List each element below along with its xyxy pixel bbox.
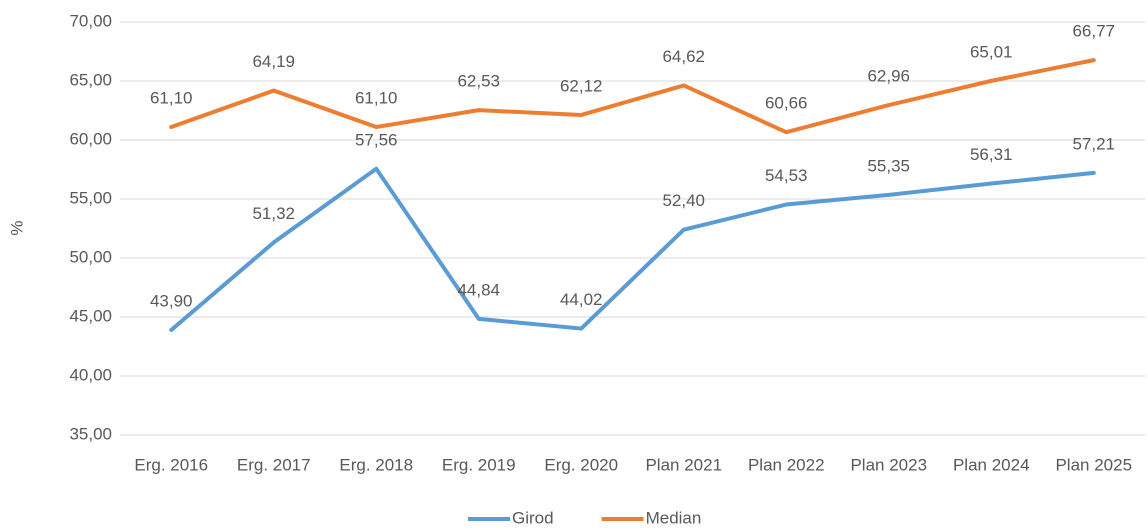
- y-tick-label: 70,00: [69, 11, 112, 30]
- data-label: 62,12: [560, 76, 603, 95]
- series-line: [169, 58, 1096, 135]
- data-label: 51,32: [252, 204, 295, 223]
- x-tick-label: Plan 2025: [1055, 455, 1132, 474]
- data-label: 62,53: [457, 72, 500, 91]
- data-label: 44,84: [457, 280, 500, 299]
- data-label: 44,02: [560, 290, 603, 309]
- data-label: 61,10: [355, 89, 398, 108]
- data-label: 65,01: [970, 42, 1013, 61]
- data-label: 54,53: [765, 166, 808, 185]
- data-label: 64,62: [662, 47, 705, 66]
- x-tick-label: Erg. 2020: [544, 455, 618, 474]
- y-tick-label: 60,00: [69, 129, 112, 148]
- data-label: 43,90: [150, 291, 193, 310]
- x-tick-label: Erg. 2017: [237, 455, 311, 474]
- y-tick-label: 45,00: [69, 306, 112, 325]
- data-label: 61,10: [150, 89, 193, 108]
- x-tick-label: Plan 2022: [748, 455, 825, 474]
- y-tick-label: 40,00: [69, 365, 112, 384]
- x-tick-label: Erg. 2019: [442, 455, 516, 474]
- y-tick-label: 55,00: [69, 188, 112, 207]
- data-label: 57,56: [355, 130, 398, 149]
- series-line: [169, 166, 1096, 332]
- y-tick-label: 50,00: [69, 247, 112, 266]
- y-tick-label: 65,00: [69, 70, 112, 89]
- data-label: 55,35: [867, 156, 910, 175]
- data-label: 62,96: [867, 67, 910, 86]
- legend-label: Girod: [512, 508, 554, 527]
- data-label: 52,40: [662, 191, 705, 210]
- legend-label: Median: [646, 508, 702, 527]
- y-tick-label: 35,00: [69, 424, 112, 443]
- x-tick-label: Plan 2021: [645, 455, 722, 474]
- data-label: 64,19: [252, 52, 295, 71]
- data-label: 60,66: [765, 94, 808, 113]
- data-label: 57,21: [1072, 134, 1115, 153]
- x-tick-label: Erg. 2018: [339, 455, 413, 474]
- x-tick-label: Plan 2024: [953, 455, 1030, 474]
- data-label: 66,77: [1072, 22, 1115, 41]
- y-axis-label: %: [7, 220, 26, 235]
- x-tick-label: Plan 2023: [850, 455, 927, 474]
- data-label: 56,31: [970, 145, 1013, 164]
- x-tick-label: Erg. 2016: [134, 455, 208, 474]
